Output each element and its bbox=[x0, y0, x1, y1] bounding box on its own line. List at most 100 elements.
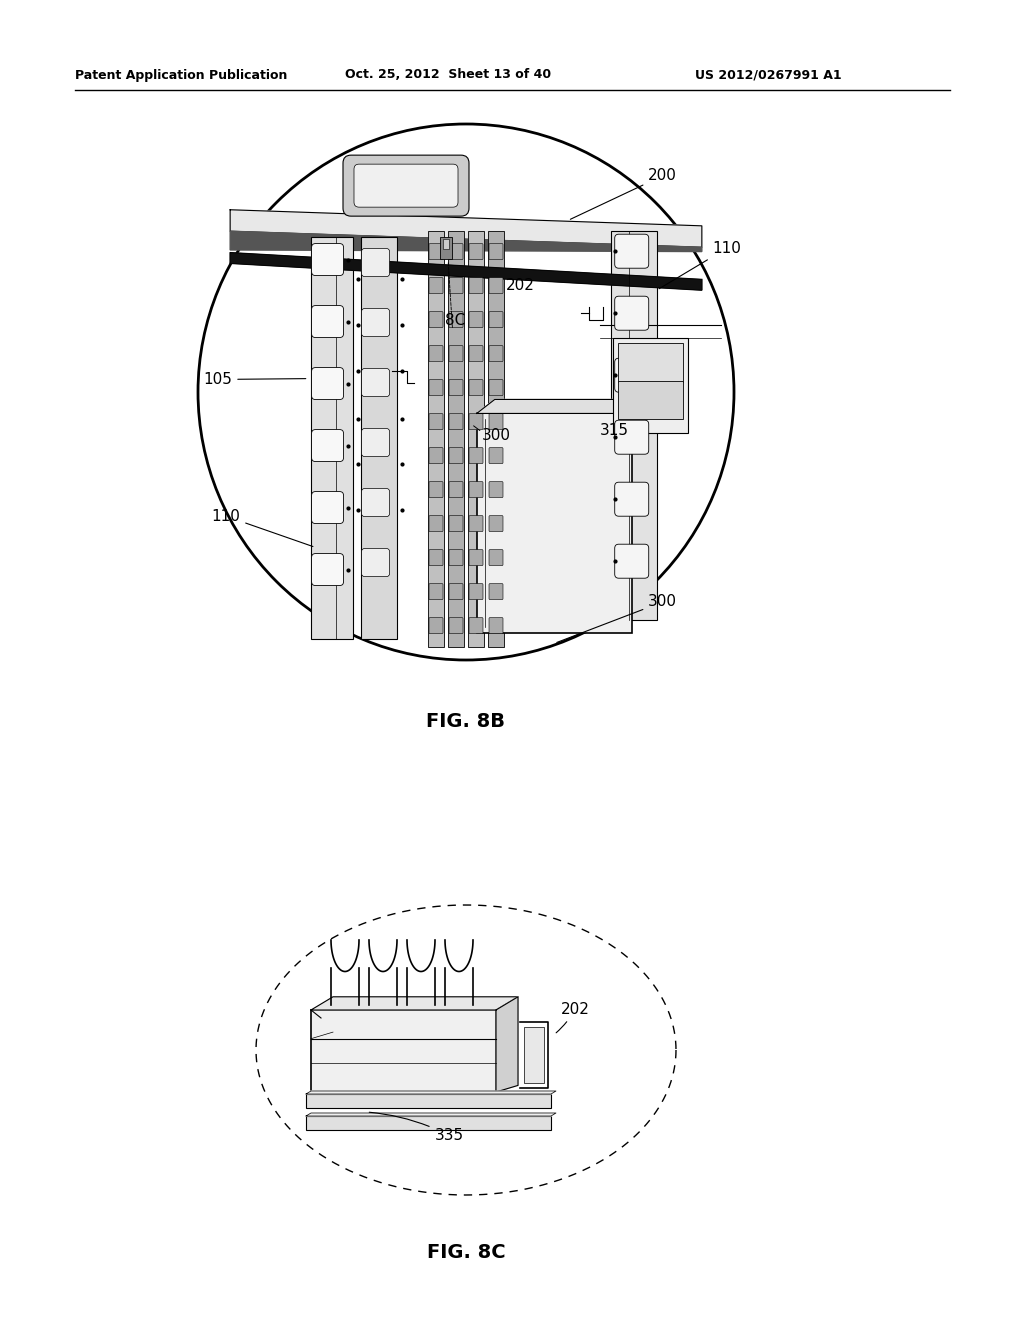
FancyBboxPatch shape bbox=[449, 244, 463, 260]
Bar bbox=[610, 231, 656, 620]
FancyBboxPatch shape bbox=[614, 358, 649, 392]
Bar bbox=[306, 1115, 551, 1130]
FancyBboxPatch shape bbox=[429, 277, 443, 293]
Text: 105: 105 bbox=[204, 372, 306, 387]
Text: 110: 110 bbox=[659, 240, 741, 289]
Text: Patent Application Publication: Patent Application Publication bbox=[75, 69, 288, 82]
Bar bbox=[428, 231, 444, 647]
FancyBboxPatch shape bbox=[469, 482, 483, 498]
Text: FIG. 8B: FIG. 8B bbox=[427, 711, 506, 731]
FancyBboxPatch shape bbox=[449, 583, 463, 599]
FancyBboxPatch shape bbox=[311, 553, 344, 586]
Text: 202: 202 bbox=[506, 279, 536, 293]
FancyBboxPatch shape bbox=[614, 296, 649, 330]
Bar bbox=[477, 413, 632, 634]
FancyBboxPatch shape bbox=[449, 618, 463, 634]
FancyBboxPatch shape bbox=[449, 482, 463, 498]
FancyBboxPatch shape bbox=[361, 368, 389, 396]
FancyBboxPatch shape bbox=[449, 312, 463, 327]
FancyBboxPatch shape bbox=[614, 482, 649, 516]
FancyBboxPatch shape bbox=[429, 482, 443, 498]
Text: 200: 200 bbox=[570, 168, 677, 219]
FancyBboxPatch shape bbox=[449, 413, 463, 429]
Text: 110: 110 bbox=[211, 508, 313, 546]
Text: 202: 202 bbox=[556, 1002, 590, 1032]
Polygon shape bbox=[306, 1092, 556, 1094]
FancyBboxPatch shape bbox=[361, 429, 389, 457]
FancyBboxPatch shape bbox=[489, 516, 503, 532]
FancyBboxPatch shape bbox=[489, 549, 503, 565]
Bar bbox=[440, 238, 452, 259]
FancyBboxPatch shape bbox=[449, 346, 463, 362]
FancyBboxPatch shape bbox=[469, 583, 483, 599]
FancyBboxPatch shape bbox=[489, 346, 503, 362]
FancyBboxPatch shape bbox=[489, 583, 503, 599]
FancyBboxPatch shape bbox=[449, 447, 463, 463]
FancyBboxPatch shape bbox=[449, 516, 463, 532]
FancyBboxPatch shape bbox=[361, 248, 389, 277]
FancyBboxPatch shape bbox=[489, 413, 503, 429]
FancyBboxPatch shape bbox=[469, 346, 483, 362]
Text: 300: 300 bbox=[482, 428, 511, 444]
FancyBboxPatch shape bbox=[489, 618, 503, 634]
FancyBboxPatch shape bbox=[311, 305, 344, 338]
Bar bbox=[360, 236, 396, 639]
FancyBboxPatch shape bbox=[469, 516, 483, 532]
FancyBboxPatch shape bbox=[449, 549, 463, 565]
Polygon shape bbox=[230, 231, 701, 252]
FancyBboxPatch shape bbox=[469, 413, 483, 429]
Bar bbox=[443, 239, 449, 249]
Bar bbox=[311, 1010, 496, 1092]
FancyBboxPatch shape bbox=[489, 244, 503, 260]
Text: Oct. 25, 2012  Sheet 13 of 40: Oct. 25, 2012 Sheet 13 of 40 bbox=[345, 69, 551, 82]
FancyBboxPatch shape bbox=[429, 583, 443, 599]
FancyBboxPatch shape bbox=[614, 544, 649, 578]
FancyBboxPatch shape bbox=[469, 277, 483, 293]
Bar bbox=[310, 236, 352, 639]
FancyBboxPatch shape bbox=[429, 549, 443, 565]
FancyBboxPatch shape bbox=[429, 447, 443, 463]
Bar bbox=[468, 231, 484, 647]
Bar bbox=[613, 338, 688, 433]
FancyBboxPatch shape bbox=[429, 346, 443, 362]
FancyBboxPatch shape bbox=[614, 420, 649, 454]
Text: 8C: 8C bbox=[444, 313, 465, 327]
Bar bbox=[618, 381, 683, 420]
FancyBboxPatch shape bbox=[343, 156, 469, 216]
FancyBboxPatch shape bbox=[489, 482, 503, 498]
FancyBboxPatch shape bbox=[449, 380, 463, 396]
FancyBboxPatch shape bbox=[489, 277, 503, 293]
FancyBboxPatch shape bbox=[311, 429, 344, 462]
FancyBboxPatch shape bbox=[429, 312, 443, 327]
Polygon shape bbox=[496, 997, 518, 1092]
Polygon shape bbox=[230, 252, 701, 290]
FancyBboxPatch shape bbox=[489, 312, 503, 327]
FancyBboxPatch shape bbox=[429, 516, 443, 532]
FancyBboxPatch shape bbox=[614, 234, 649, 268]
Text: FIG. 8C: FIG. 8C bbox=[427, 1243, 505, 1262]
FancyBboxPatch shape bbox=[311, 367, 344, 400]
FancyBboxPatch shape bbox=[469, 380, 483, 396]
Bar bbox=[488, 231, 504, 647]
FancyBboxPatch shape bbox=[361, 309, 389, 337]
FancyBboxPatch shape bbox=[469, 447, 483, 463]
FancyBboxPatch shape bbox=[311, 491, 344, 524]
Text: US 2012/0267991 A1: US 2012/0267991 A1 bbox=[695, 69, 842, 82]
Polygon shape bbox=[311, 997, 518, 1010]
FancyBboxPatch shape bbox=[469, 244, 483, 260]
FancyBboxPatch shape bbox=[354, 164, 458, 207]
Polygon shape bbox=[477, 400, 649, 413]
FancyBboxPatch shape bbox=[449, 277, 463, 293]
Bar bbox=[449, 231, 464, 647]
FancyBboxPatch shape bbox=[469, 549, 483, 565]
Bar bbox=[618, 343, 683, 381]
Text: 315: 315 bbox=[600, 422, 629, 438]
FancyBboxPatch shape bbox=[429, 380, 443, 396]
FancyBboxPatch shape bbox=[469, 312, 483, 327]
FancyBboxPatch shape bbox=[489, 447, 503, 463]
FancyBboxPatch shape bbox=[361, 488, 389, 516]
Polygon shape bbox=[306, 1113, 556, 1115]
FancyBboxPatch shape bbox=[311, 244, 344, 276]
Text: 300: 300 bbox=[557, 594, 677, 643]
Bar bbox=[306, 1094, 551, 1107]
